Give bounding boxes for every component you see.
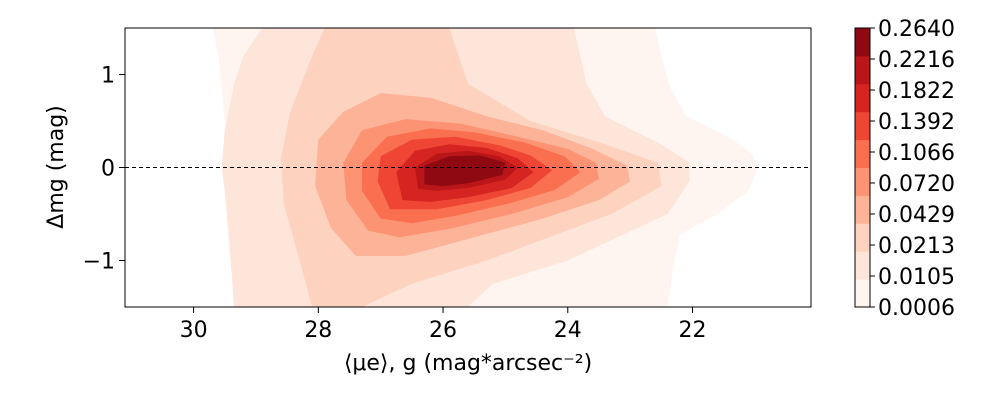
y-axis-label: Δmg (mag) <box>44 105 69 228</box>
colorbar-swatch <box>855 279 870 308</box>
y-axis: 1 0 −1 <box>83 64 125 275</box>
colorbar-tick-label: 0.1066 <box>878 141 955 166</box>
colorbar-swatch <box>855 28 870 57</box>
contour-level-9 <box>424 155 506 187</box>
colorbar-swatch <box>855 55 870 85</box>
colorbar-swatch <box>855 195 870 224</box>
colorbar-swatch <box>855 111 870 141</box>
y-tick-label: 0 <box>101 157 115 182</box>
colorbar-tick-label: 0.1822 <box>878 79 955 104</box>
colorbar-tick-label: 0.2216 <box>878 48 955 73</box>
colorbar-swatch <box>855 139 870 168</box>
x-tick-label: 22 <box>679 318 707 343</box>
colorbar-swatch <box>855 167 870 196</box>
colorbar-swatch <box>855 83 870 113</box>
colorbar-tick-label: 0.0213 <box>878 234 955 259</box>
colorbar-tick-label: 0.0720 <box>878 172 955 197</box>
colorbar-tick-label: 0.2640 <box>878 17 955 42</box>
x-axis-label: ⟨μe⟩, g (mag*arcsec⁻²) <box>344 351 592 376</box>
x-tick-label: 24 <box>554 318 582 343</box>
y-tick-label: 1 <box>101 64 115 89</box>
y-tick-label: −1 <box>83 250 115 275</box>
colorbar-tick-label: 0.0105 <box>878 265 955 290</box>
colorbar-tick-label: 0.0429 <box>878 203 955 228</box>
x-tick-label: 30 <box>180 318 208 343</box>
colorbar: 0.0006 0.0105 0.0213 0.0429 0.0720 0.1066 0.13… <box>854 17 955 321</box>
x-tick-label: 26 <box>429 318 457 343</box>
colorbar-tick-label: 0.0006 <box>878 296 955 321</box>
colorbar-swatch <box>855 251 870 280</box>
x-tick-label: 28 <box>304 318 332 343</box>
colorbar-tick-label: 0.1392 <box>878 110 955 135</box>
colorbar-swatch <box>855 223 870 252</box>
x-axis: 30 28 26 24 22 <box>180 307 707 343</box>
colorbar-frame <box>854 27 871 308</box>
